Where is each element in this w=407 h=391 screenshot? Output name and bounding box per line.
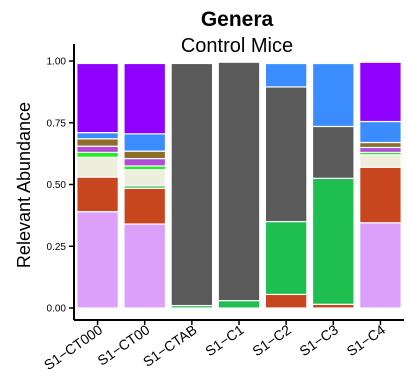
x-tick-label: S1−C1 [202,321,247,359]
x-tick-label: S1−CTAB [140,321,200,369]
x-tick-label: S1−CT000 [41,321,105,373]
y-axis: 0.00 0.25 0.50 0.75 1.00 [47,44,75,320]
chart-title: Genera [201,8,274,31]
bar-segment-7-2 [359,166,402,224]
bar-segment-5-11 [264,61,308,65]
bar-segment-6-4 [311,125,355,179]
bar-segment-4-4 [217,61,261,302]
bar-segment-1-10 [76,62,119,134]
y-tick-label: 1.00 [47,57,67,68]
y-tick-label: 0.50 [47,180,67,191]
bar-segment-6-3 [311,177,355,305]
bar-segment-5-4 [264,86,308,223]
x-tick-label: S1−C4 [344,321,389,359]
bar-segment-2-7 [123,157,167,167]
x-tick-label: S1−C3 [296,321,341,359]
bar-segment-7-7 [359,146,402,153]
bar-segment-4-3 [217,299,261,309]
bar-segment-7-8 [359,141,402,149]
bar-segment-7-10 [359,61,402,123]
bar-segment-2-8 [123,150,167,160]
y-axis-label: Relevant Abundance [14,102,34,268]
bar-segment-2-2 [123,187,167,225]
bar-segment-2-1 [123,223,167,309]
y-tick-label: 0.25 [47,242,67,253]
bar-segment-5-3 [264,220,308,296]
bar-segment-6-9 [311,62,355,128]
bar-segment-1-7 [76,145,119,153]
bar-segment-5-9 [264,62,308,88]
bar-segment-2-9 [123,133,167,152]
bars-group [76,61,402,309]
bar-segment-1-5 [76,156,119,178]
bar-segment-2-5 [123,169,167,187]
bar-segment-2-10 [123,62,167,135]
bar-segment-7-5 [359,154,402,168]
bar-segment-1-2 [76,176,119,213]
bar-segment-7-1 [359,222,402,309]
x-tick-label: S1−C2 [249,321,294,359]
bar-segment-6-11 [311,61,355,65]
chart-subtitle: Control Mice [181,35,293,57]
bar-segment-1-6 [76,151,119,158]
y-tick-label: 0.75 [47,118,67,129]
bar-segment-1-1 [76,211,119,309]
bar-segment-3-4 [170,62,214,307]
bar-segment-1-8 [76,138,119,147]
bar-segment-1-9 [76,132,119,140]
y-tick-label: 0.00 [47,304,67,315]
bar-segment-5-2 [264,293,308,309]
bar-segment-7-9 [359,120,402,144]
